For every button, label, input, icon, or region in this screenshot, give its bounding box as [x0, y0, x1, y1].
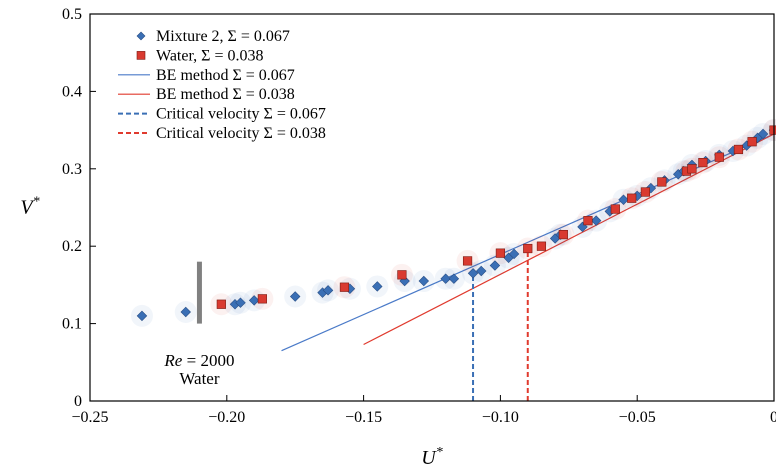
annotation-reynolds-label: Re = 2000: [163, 351, 234, 370]
plot-frame: [89, 13, 775, 402]
water-point: [627, 193, 637, 203]
x-tick-label: −0.15: [345, 409, 382, 426]
y-tick-label: 0.4: [62, 83, 82, 100]
water-point: [339, 282, 350, 292]
legend-diamond-icon: [136, 31, 146, 41]
water-point: [769, 125, 776, 135]
water-point: [462, 256, 473, 266]
water-point: [657, 177, 667, 187]
mixture-point: [645, 182, 657, 194]
mixture-point: [618, 194, 629, 205]
mixture-point: [322, 285, 334, 296]
y-tick-label: 0.5: [62, 6, 82, 23]
water-point: [733, 144, 744, 155]
mixture-point: [180, 306, 191, 318]
be-method-line: [363, 133, 775, 346]
mixture-point: [448, 273, 460, 284]
water-point: [583, 216, 593, 226]
mixture-point: [508, 248, 520, 260]
water-point: [558, 229, 568, 240]
x-tick-label: −0.10: [482, 409, 519, 426]
mixture-point: [757, 128, 769, 140]
x-tick-label: −0.20: [208, 409, 245, 426]
water-point: [714, 152, 724, 162]
mixture-point: [489, 260, 501, 271]
mixture-point: [248, 295, 260, 306]
water-point: [523, 243, 533, 254]
mixture-point: [476, 265, 487, 277]
mixture-point: [136, 310, 148, 322]
legend-label: BE method Σ = 0.038: [156, 86, 295, 103]
water-point: [687, 164, 697, 174]
x-tick-label: −0.25: [71, 409, 108, 426]
water-point: [257, 294, 267, 304]
water-point: [698, 158, 708, 168]
mixture-point: [372, 281, 383, 292]
mixture-point: [467, 268, 479, 279]
water-point: [747, 137, 757, 147]
x-tick-label: 0: [770, 409, 776, 426]
mixture-point: [418, 275, 430, 287]
legend-label: Critical velocity Σ = 0.067: [156, 106, 326, 123]
reynolds-error-bar: [196, 261, 202, 324]
water-point: [397, 270, 407, 280]
water-point: [495, 248, 506, 258]
y-tick-label: 0.3: [62, 161, 82, 178]
legend: Mixture 2, Σ = 0.067 Water, Σ = 0.038 BE m…: [118, 28, 326, 142]
plot-layer: [130, 119, 776, 401]
legend-label: BE method Σ = 0.067: [156, 67, 295, 84]
mixture-point: [235, 297, 246, 308]
annotation-water-label: Water: [179, 369, 219, 388]
water-point: [610, 204, 620, 214]
legend-label: Critical velocity Σ = 0.038: [156, 125, 326, 142]
mixture-point: [289, 291, 301, 302]
legend-label: Water, Σ = 0.038: [156, 47, 264, 64]
y-tick-label: 0: [74, 393, 82, 410]
y-tick-label: 0.1: [62, 316, 82, 333]
water-point: [640, 187, 651, 197]
legend-square-icon: [136, 51, 146, 60]
mixture-point: [590, 215, 602, 226]
mixture-point: [440, 273, 451, 284]
axis-ticks: −0.25 −0.20 −0.15 −0.10 −0.05 0 0 0.1 0.2 0.3 0.4 0…: [62, 6, 776, 426]
legend-label: Mixture 2, Σ = 0.067: [156, 28, 290, 45]
x-tick-label: −0.05: [619, 409, 656, 426]
water-point: [536, 241, 547, 251]
y-axis-label: V*: [20, 195, 39, 219]
water-point: [216, 299, 226, 309]
x-axis-label: U*: [421, 445, 442, 469]
y-tick-label: 0.2: [62, 238, 82, 255]
